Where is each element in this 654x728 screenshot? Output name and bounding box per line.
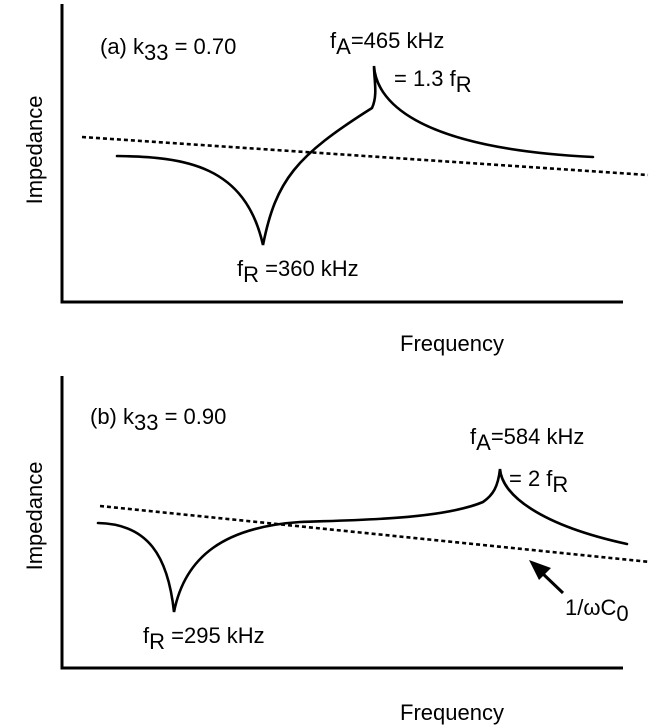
fA-label-a: fA=465 kHz (330, 28, 444, 59)
ratio-label-b: = 2 fR (509, 466, 568, 497)
panel-a: Impedance Frequency (a) k33 = 0.70 fA=46… (22, 4, 649, 356)
axes-b (60, 376, 623, 670)
k-label-a: (a) k33 = 0.70 (100, 34, 236, 65)
panel-b: Impedance Frequency (b) k33 = 0.90 fA=58… (22, 376, 651, 725)
ratio-label-a: = 1.3 fR (394, 66, 472, 97)
xlabel-a: Frequency (400, 331, 504, 356)
impedance-curve-a (115, 65, 595, 246)
capacitance-line-b (99, 504, 651, 564)
fA-label-b: fA=584 kHz (470, 424, 584, 455)
k-label-b: (b) k33 = 0.90 (90, 404, 226, 435)
xlabel-b: Frequency (400, 700, 504, 725)
ylabel-b: Impedance (22, 462, 47, 571)
fR-label-b: fR =295 kHz (143, 623, 265, 654)
ylabel-a: Impedance (22, 96, 47, 205)
capacitance-arrow (529, 560, 565, 595)
capacitance-line-a (81, 135, 649, 177)
axes-a (60, 4, 623, 304)
impedance-curve-b (96, 468, 629, 613)
capacitance-label: 1/ωC0 (565, 595, 629, 626)
fR-label-a: fR =360 kHz (237, 256, 359, 287)
